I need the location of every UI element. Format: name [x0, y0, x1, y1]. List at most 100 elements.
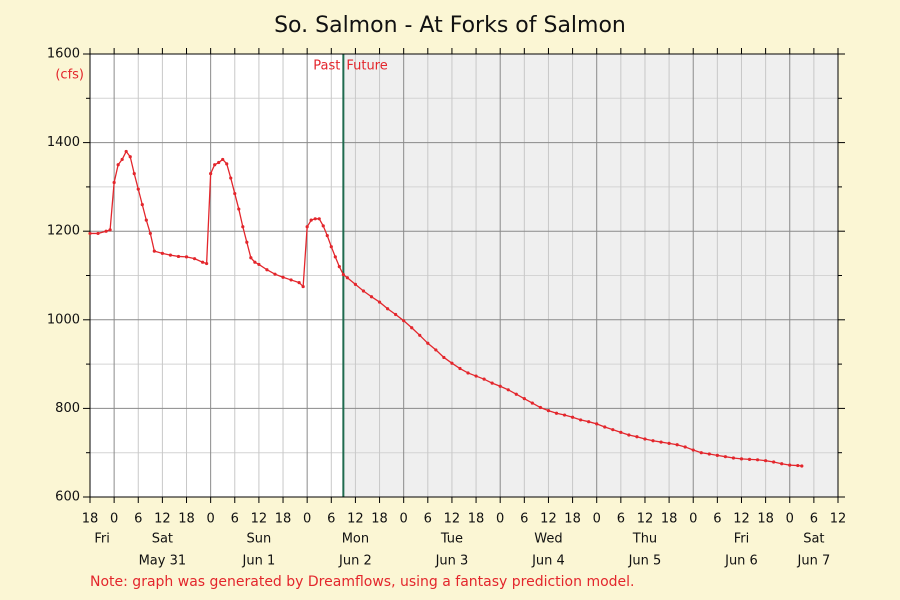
data-point [764, 459, 768, 463]
x-tick-label: 0 [303, 512, 311, 527]
data-point [466, 371, 470, 375]
data-point [450, 361, 454, 365]
y-tick-label: 1000 [47, 312, 80, 327]
day-label: Fri [94, 532, 110, 547]
y-tick-label: 1400 [47, 135, 80, 150]
date-label: Jun 2 [338, 554, 372, 569]
note: Note: graph was generated by Dreamflows,… [90, 574, 635, 590]
x-tick-label: 0 [593, 512, 601, 527]
data-point [731, 456, 736, 460]
data-point [739, 457, 744, 461]
data-point [321, 224, 325, 228]
data-point [627, 433, 631, 437]
x-tick-label: 18 [82, 512, 99, 527]
data-point [772, 460, 776, 464]
data-point [747, 457, 752, 461]
x-tick-label: 6 [713, 512, 721, 527]
data-point [458, 366, 462, 371]
date-label: Jun 4 [531, 554, 565, 569]
data-point [651, 439, 655, 443]
data-point [201, 260, 205, 264]
data-point [800, 464, 804, 468]
x-tick-label: 0 [110, 512, 118, 527]
day-label: Tue [440, 532, 463, 547]
data-point [245, 240, 249, 244]
x-tick-label: 6 [810, 512, 818, 527]
data-point [554, 411, 559, 415]
data-point [265, 268, 269, 272]
data-point [562, 413, 567, 417]
data-point [148, 231, 152, 236]
x-tick-label: 6 [327, 512, 335, 527]
data-point [723, 455, 727, 459]
data-point [755, 458, 760, 462]
data-point [120, 157, 124, 162]
data-point [410, 326, 414, 330]
data-point [474, 374, 478, 378]
data-point [402, 319, 406, 323]
x-tick-label: 6 [231, 512, 239, 527]
data-point [341, 273, 345, 277]
data-point [140, 203, 144, 207]
data-point [116, 163, 120, 167]
data-point [796, 463, 800, 468]
data-point [176, 254, 181, 259]
future-label: Future [346, 59, 387, 74]
data-point [369, 295, 374, 299]
day-label: Sat [803, 532, 824, 547]
data-point [530, 401, 534, 405]
data-point [418, 333, 422, 337]
data-point [128, 155, 132, 159]
x-tick-label: 0 [786, 512, 794, 527]
y-axis-label: (cfs) [55, 68, 84, 83]
x-tick-label: 6 [617, 512, 625, 527]
data-point [333, 255, 337, 259]
day-label: Thu [632, 532, 657, 547]
data-point [144, 218, 148, 222]
x-tick-label: 18 [371, 512, 388, 527]
x-tick-label: 6 [424, 512, 432, 527]
day-label: Mon [342, 532, 369, 547]
past-label: Past [313, 59, 340, 74]
data-point [434, 348, 438, 352]
y-tick-label: 600 [55, 490, 80, 505]
data-point [313, 217, 317, 221]
x-tick-label: 6 [520, 512, 528, 527]
data-point [659, 440, 663, 444]
data-point [96, 231, 100, 236]
data-point [233, 191, 237, 196]
data-point [124, 149, 128, 154]
data-point [237, 207, 241, 211]
data-point [309, 218, 313, 222]
x-tick-label: 0 [496, 512, 504, 527]
data-point [213, 163, 217, 167]
data-point [635, 435, 639, 439]
data-point [683, 445, 687, 449]
data-point [353, 282, 358, 286]
data-point [570, 415, 575, 419]
x-tick-label: 18 [275, 512, 292, 527]
day-label: Sun [247, 532, 272, 547]
data-point [132, 172, 136, 176]
data-point [522, 397, 526, 401]
date-label: Jun 3 [435, 554, 469, 569]
data-point [442, 355, 446, 360]
data-point [603, 425, 607, 429]
data-point [377, 300, 382, 304]
data-point [192, 257, 197, 261]
data-point [273, 272, 277, 276]
data-point [152, 249, 156, 253]
x-tick-label: 12 [251, 512, 268, 527]
date-label: Jun 5 [628, 554, 662, 569]
data-point [707, 452, 711, 456]
x-tick-label: 12 [154, 512, 171, 527]
plot-area [89, 53, 839, 498]
x-tick-label: 6 [134, 512, 142, 527]
date-label: Jun 1 [242, 554, 276, 569]
x-tick-label: 12 [733, 512, 750, 527]
data-point [221, 157, 225, 162]
x-tick-label: 12 [444, 512, 461, 527]
data-point [780, 462, 784, 466]
